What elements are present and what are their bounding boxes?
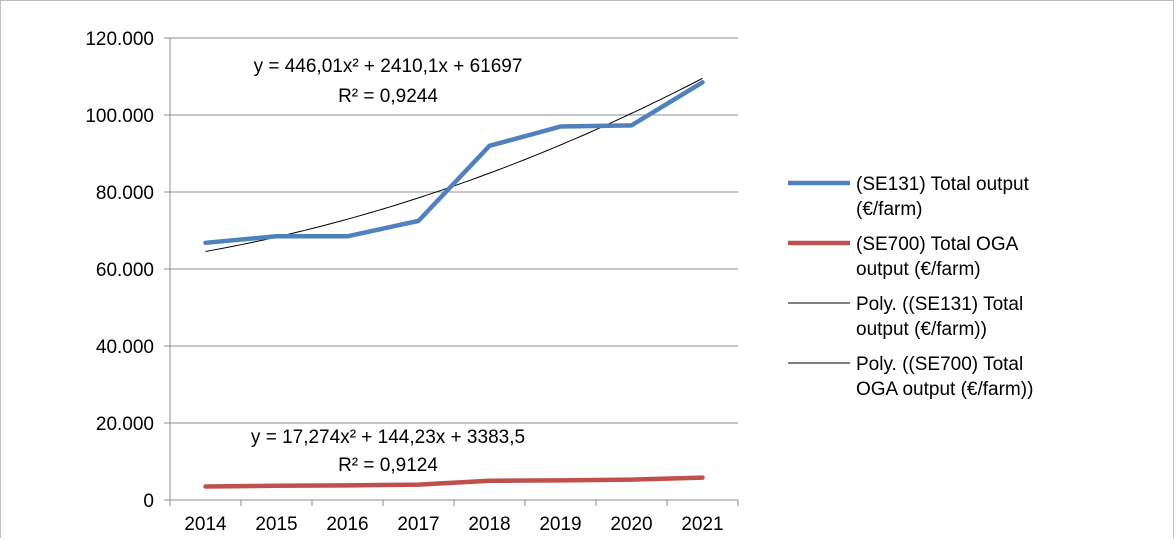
x-tick-label: 2019 bbox=[539, 514, 581, 535]
x-tick-label: 2016 bbox=[326, 514, 368, 535]
trendline-equation-1: y = 446,01x² + 2410,1x + 61697 bbox=[254, 56, 523, 77]
legend-label-1: (SE131) Total output bbox=[856, 174, 1030, 195]
trendline-r2-2: R² = 0,9124 bbox=[338, 455, 438, 476]
y-tick-label: 80.000 bbox=[96, 183, 154, 204]
y-tick-label: 20.000 bbox=[96, 414, 154, 435]
trendline-r2-1: R² = 0,9244 bbox=[338, 86, 438, 107]
x-tick-label: 2020 bbox=[610, 514, 652, 535]
legend-label-2: (SE700) Total OGA bbox=[856, 234, 1019, 255]
y-tick-label: 0 bbox=[143, 491, 154, 512]
x-tick-label: 2017 bbox=[397, 514, 439, 535]
legend-label-3: Poly. ((SE131) Total bbox=[856, 294, 1023, 315]
x-tick-label: 2018 bbox=[468, 514, 510, 535]
legend-label-4: OGA output (€/farm)) bbox=[856, 379, 1033, 400]
y-tick-label: 120.000 bbox=[85, 29, 154, 50]
trendline-1 bbox=[205, 77, 703, 252]
x-tick-label: 2014 bbox=[184, 514, 227, 535]
x-tick-label: 2021 bbox=[681, 514, 723, 535]
legend-label-1: (€/farm) bbox=[856, 199, 923, 220]
x-tick-label: 2015 bbox=[255, 514, 297, 535]
series-line-1 bbox=[203, 80, 705, 246]
y-tick-label: 60.000 bbox=[96, 260, 154, 281]
y-tick-label: 100.000 bbox=[85, 106, 154, 127]
legend-label-3: output (€/farm)) bbox=[856, 319, 987, 340]
legend-label-2: output (€/farm) bbox=[856, 259, 981, 280]
trendline-equation-2: y = 17,274x² + 144,23x + 3383,5 bbox=[251, 427, 525, 448]
y-tick-label: 40.000 bbox=[96, 337, 154, 358]
series-line-2 bbox=[203, 475, 705, 489]
legend-label-4: Poly. ((SE700) Total bbox=[856, 354, 1023, 375]
